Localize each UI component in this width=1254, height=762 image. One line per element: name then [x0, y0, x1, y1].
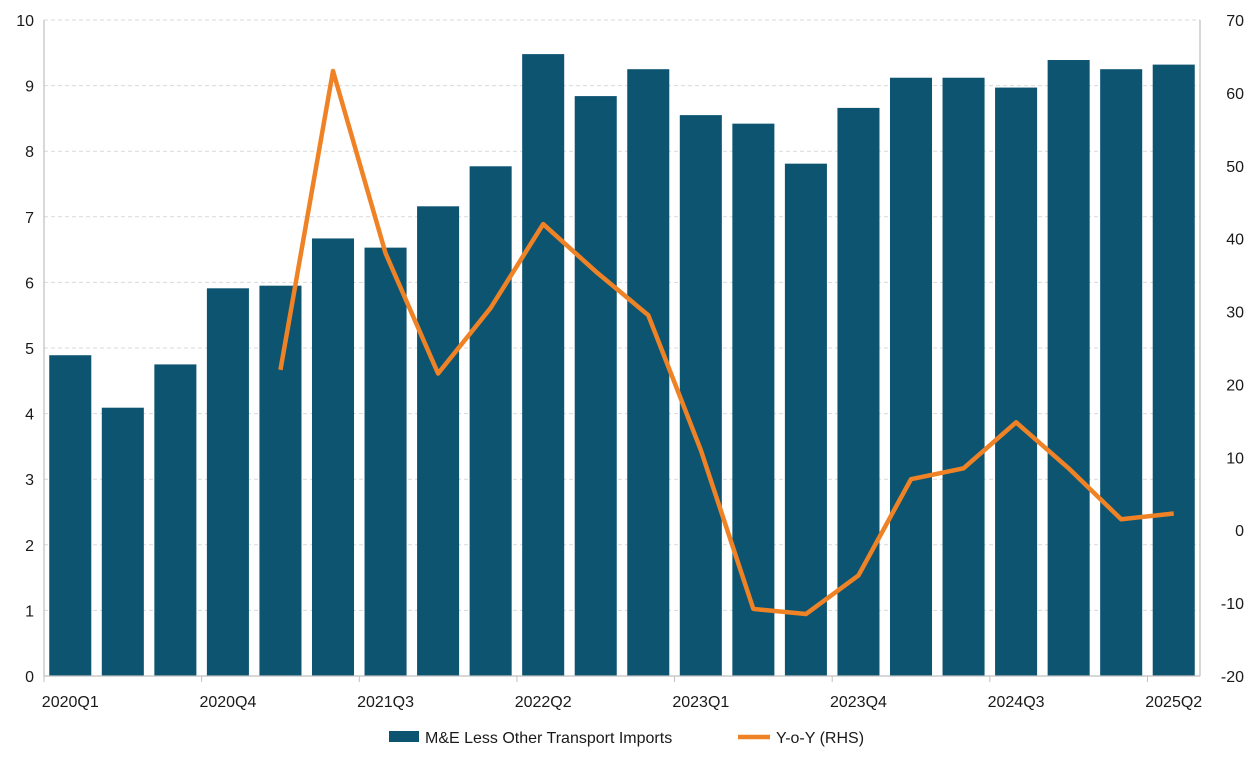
y-right-tick-label: -10 [1221, 596, 1244, 613]
x-tick-label: 2023Q4 [830, 694, 887, 711]
legend-bar-label: M&E Less Other Transport Imports [425, 730, 672, 747]
bar-2023Q4 [837, 107, 880, 676]
y-right-tick-label: 10 [1226, 450, 1244, 467]
legend-item-line[interactable]: Y-o-Y (RHS) [738, 730, 864, 747]
bar-2024Q3 [995, 87, 1038, 676]
bar-2024Q2 [942, 77, 985, 677]
bar-2020Q3 [154, 364, 197, 676]
x-tick-label: 2025Q2 [1145, 694, 1202, 711]
bar-series [49, 54, 1195, 677]
y-left-tick-label: 9 [25, 79, 34, 96]
bar-2023Q2 [732, 123, 775, 676]
y-left-tick-label: 0 [25, 669, 34, 686]
y-left-tick-label: 8 [25, 144, 34, 161]
bar-2025Q1 [1100, 69, 1143, 676]
bar-2024Q4 [1047, 60, 1090, 676]
y-left-tick-label: 6 [25, 275, 34, 292]
y-right-tick-label: 60 [1226, 86, 1244, 103]
bar-2021Q3 [364, 247, 407, 676]
y-left-tick-label: 7 [25, 210, 34, 227]
y-right-tick-label: -20 [1221, 669, 1244, 686]
y-left-tick-label: 4 [25, 407, 34, 424]
y-right-tick-label: 40 [1226, 232, 1244, 249]
axes [43, 20, 1201, 682]
bar-2021Q1 [259, 285, 302, 676]
x-tick-label: 2023Q1 [672, 694, 729, 711]
bar-2020Q1 [49, 355, 92, 676]
bar-2022Q1 [469, 166, 512, 677]
y-left-tick-label: 1 [25, 603, 34, 620]
legend-line-label: Y-o-Y (RHS) [776, 730, 864, 747]
legend-item-bar[interactable]: M&E Less Other Transport Imports [389, 730, 672, 747]
x-tick-label: 2020Q1 [42, 694, 99, 711]
y-axis-left-labels: 0 1 2 3 4 5 6 7 8 9 10 [16, 13, 34, 686]
y-right-tick-label: 30 [1226, 305, 1244, 322]
bar-2020Q4 [206, 288, 249, 676]
x-tick-label: 2020Q4 [199, 694, 256, 711]
y-left-tick-label: 10 [16, 13, 34, 30]
bar-2022Q3 [574, 96, 617, 677]
x-tick-label: 2022Q2 [515, 694, 572, 711]
x-tick-label: 2021Q3 [357, 694, 414, 711]
x-tick-label: 2024Q3 [988, 694, 1045, 711]
line-series [278, 68, 1174, 617]
x-axis-labels: 2020Q1 2020Q4 2021Q3 2022Q2 2023Q1 2023Q4 2024… [42, 694, 1202, 711]
bar-2022Q4 [627, 69, 670, 676]
bar-2021Q2 [311, 238, 355, 676]
y-left-tick-label: 5 [25, 341, 34, 358]
bar-2022Q2 [522, 54, 565, 677]
legend-bar-swatch [389, 731, 419, 742]
bar-2020Q2 [101, 407, 144, 676]
bar-2024Q1 [889, 77, 933, 677]
y-right-tick-label: 70 [1226, 13, 1244, 30]
bar-2023Q3 [784, 163, 827, 676]
y-left-tick-label: 2 [25, 538, 34, 555]
bar-2023Q1 [679, 115, 722, 677]
y-right-tick-label: 50 [1226, 159, 1244, 176]
yoy-line [278, 68, 1174, 617]
y-axis-right-labels: -20 -10 0 10 20 30 40 50 60 70 [1221, 13, 1244, 686]
legend[interactable]: M&E Less Other Transport Imports Y-o-Y (R… [389, 730, 864, 747]
y-right-tick-label: 20 [1226, 377, 1244, 394]
bar-2025Q2 [1152, 64, 1195, 677]
bar-2021Q4 [417, 206, 460, 677]
y-left-tick-label: 3 [25, 472, 34, 489]
y-right-tick-label: 0 [1235, 523, 1244, 540]
